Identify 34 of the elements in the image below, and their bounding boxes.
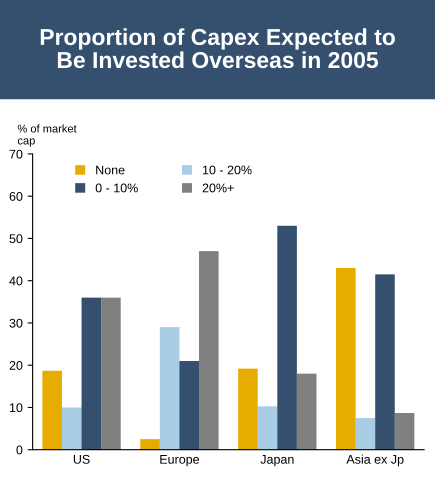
bar [42,370,62,450]
bar [179,360,200,450]
y-tick-label: 0 [16,446,22,454]
bar [375,274,395,450]
x-tick-label: US [74,454,90,464]
bar [394,412,414,450]
y-tick-label: 50 [10,234,22,244]
y-tick-label: 20 [10,361,22,370]
bar [160,327,180,450]
bar [62,407,82,450]
bar [82,298,102,450]
bar [356,418,376,450]
bar [277,226,297,450]
bar [101,298,121,450]
x-tick-label: Japan [260,455,294,466]
legend-label: None [96,166,125,174]
y-tick-label: 70 [10,150,22,159]
bar [140,439,160,450]
x-tick-label: Asia ex Jp [346,454,404,466]
bar [238,368,258,450]
chart-title: Proportion of Capex Expected to Be Invested Overseas in 2005 [40,28,395,68]
legend-label: 20%+ [202,184,234,192]
bar [296,374,316,450]
y-tick-label: 30 [9,318,22,328]
bar [199,251,219,450]
y-tick-label: 60 [10,192,22,201]
legend-label: 10 - 20% [202,166,252,174]
bar [336,268,356,450]
y-tick-label: 40 [9,276,22,286]
bar [258,406,278,450]
y-axis-title: % of market cap [18,124,77,147]
y-tick-label: 10 [10,403,22,412]
legend-label: 0 - 10% [96,184,138,192]
x-tick-label: Europe [160,455,200,466]
